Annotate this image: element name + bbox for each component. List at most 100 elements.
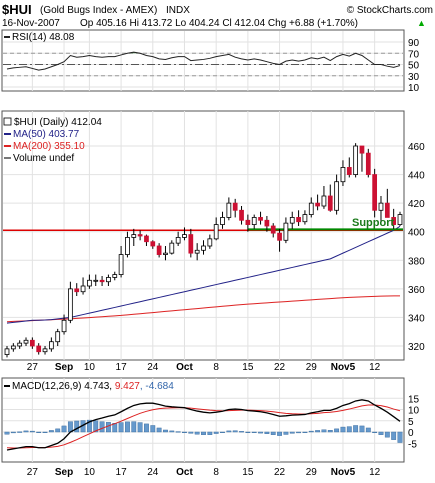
candle-up — [112, 274, 118, 278]
macd-histogram-bar — [150, 425, 156, 433]
candle-up — [226, 202, 232, 218]
x-tick-label: Sep — [55, 362, 73, 373]
x-tick-label: 8 — [213, 467, 219, 478]
candle-up — [207, 238, 213, 247]
macd-panel — [1, 377, 405, 463]
candle-down — [346, 167, 352, 175]
candle-down — [258, 217, 263, 221]
candle-up — [201, 245, 206, 251]
price-tick-label: 320 — [408, 342, 425, 353]
candle-down — [232, 202, 238, 211]
candle-down — [327, 195, 333, 211]
macd-histogram-bar — [289, 431, 295, 434]
macd-histogram-bar — [86, 419, 92, 433]
macd-histogram-bar — [74, 420, 80, 433]
price-title: $HUI (Daily) 412.04 — [14, 117, 102, 128]
x-tick-label: 27 — [27, 362, 39, 373]
candle-up — [68, 288, 73, 321]
candle-down — [384, 202, 390, 218]
x-tick-label: 17 — [116, 362, 128, 373]
x-tick-label: 10 — [84, 467, 96, 478]
price-tick-label: 360 — [408, 285, 425, 296]
candle-up — [308, 202, 314, 215]
macd-histogram-bar — [29, 430, 35, 433]
candle-up — [106, 277, 111, 283]
x-tick-label: Sep — [55, 467, 73, 478]
rsi-tick-label: 70 — [408, 49, 420, 60]
price-tick-label: 440 — [408, 171, 425, 182]
price-tick-label: 340 — [408, 313, 425, 324]
macd-histogram-bar — [23, 430, 29, 433]
candle-down — [372, 174, 378, 211]
macd-histogram-bar — [220, 431, 225, 434]
x-tick-label: 12 — [369, 467, 381, 478]
macd-histogram-bar — [175, 431, 181, 433]
quote-arrow: ▲ — [417, 18, 426, 28]
macd-histogram-bar — [10, 431, 16, 434]
copyright-text: © StockCharts.com — [347, 5, 433, 16]
x-tick-label: 12 — [369, 362, 381, 373]
macd-tick-label: 15 — [408, 394, 420, 405]
macd-histogram-bar — [372, 431, 378, 434]
macd-histogram-bar — [42, 431, 48, 434]
macd-histogram-bar — [4, 431, 10, 435]
macd-histogram-bar — [302, 431, 308, 434]
x-tick-label: 24 — [147, 362, 159, 373]
legend-entry: MA(50) 403.77 — [13, 129, 80, 140]
macd-histogram-bar — [99, 421, 105, 433]
macd-histogram-bar — [334, 428, 340, 433]
macd-histogram-bar — [125, 421, 130, 433]
macd-histogram-bar — [264, 431, 270, 434]
candle-up — [87, 279, 92, 287]
macd-histogram-bar — [239, 431, 244, 433]
quote-values: Op 405.16 Hi 413.72 Lo 404.24 Cl 412.04 … — [80, 18, 358, 29]
macd-histogram-bar — [327, 430, 333, 433]
candle-up — [353, 145, 358, 175]
macd-histogram-bar — [36, 431, 42, 434]
candle-up — [220, 217, 225, 225]
macd-histogram-bar — [93, 420, 99, 433]
macd-histogram-bar — [353, 425, 359, 433]
macd-histogram-bar — [61, 425, 67, 433]
candle-down — [359, 145, 365, 154]
candle-down — [245, 219, 251, 225]
candle-up — [93, 279, 99, 282]
candle-down — [144, 235, 149, 243]
macd-histogram-bar — [163, 429, 168, 433]
x-tick-label: 24 — [147, 467, 159, 478]
x-tick-label: Nov5 — [331, 467, 356, 478]
macd-histogram-bar — [188, 431, 194, 434]
macd-histogram-bar — [296, 431, 301, 434]
macd-histogram-bar — [391, 431, 397, 440]
candle-down — [188, 234, 194, 254]
candle-up — [283, 222, 289, 241]
macd-histogram-bar — [17, 431, 23, 433]
candle-up — [118, 254, 124, 275]
x-tick-label: Nov5 — [331, 362, 356, 373]
macd-histogram-bar — [321, 429, 327, 433]
candle-down — [99, 279, 105, 283]
rsi-tick-label: 90 — [408, 38, 420, 49]
macd-histogram-bar — [131, 421, 137, 433]
macd-signal-line — [6, 404, 401, 449]
macd-histogram-bar — [245, 431, 251, 434]
rsi-tick-label: 30 — [408, 72, 420, 83]
rsi-tick-label: 50 — [408, 61, 420, 72]
macd-histogram-bar — [207, 431, 213, 435]
macd-histogram-bar — [213, 431, 219, 434]
x-tick-label: 22 — [274, 467, 286, 478]
candle-up — [23, 339, 29, 344]
index-name: (Gold Bugs Index - AMEX) — [40, 5, 157, 16]
legend-entry: MA(200) 355.10 — [13, 141, 85, 152]
macd-tick-label: -5 — [408, 439, 417, 450]
candle-down — [264, 219, 270, 227]
price-legend-swatch — [3, 117, 12, 126]
macd-label: MACD(12,26,9) 4.743, 9.427, -4.684 — [12, 381, 174, 392]
macd-histogram-bar — [106, 422, 111, 433]
candle-up — [163, 252, 168, 255]
macd-histogram-bar — [378, 431, 384, 435]
legend-entry: Volume undef — [13, 153, 74, 164]
macd-histogram-bar — [182, 431, 187, 434]
x-tick-label: 10 — [84, 362, 96, 373]
